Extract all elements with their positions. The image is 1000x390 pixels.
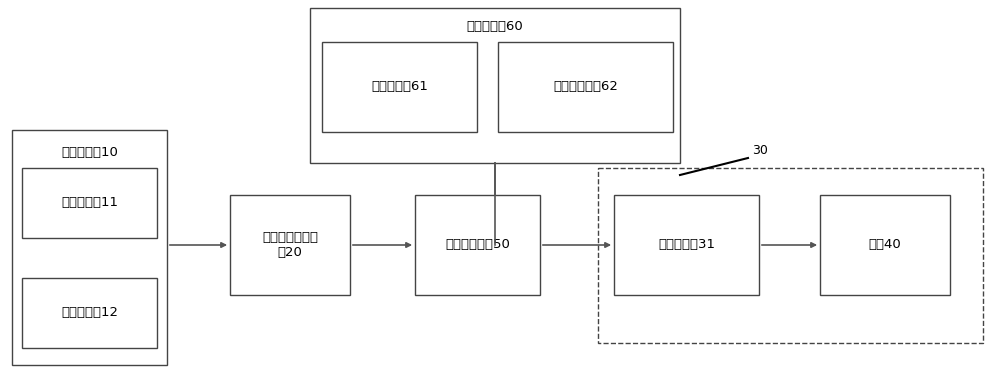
Bar (230, 195, 350, 295)
Text: 多媒体系统60: 多媒体系统60 (467, 20, 523, 32)
Text: 信号加权模块50: 信号加权模块50 (445, 239, 510, 252)
Bar (415, 195, 540, 295)
Text: 和语音提示器62: 和语音提示器62 (553, 80, 618, 94)
Text: 音箱40: 音箱40 (869, 239, 901, 252)
Bar (614, 195, 759, 295)
Bar (22, 278, 157, 348)
Bar (22, 168, 157, 238)
Bar (310, 8, 680, 163)
Text: 功放子模块31: 功放子模块31 (658, 239, 715, 252)
Text: 音乐播放器61: 音乐播放器61 (371, 80, 428, 94)
Bar (322, 42, 477, 132)
Text: 第一麦克风11: 第一麦克风11 (61, 197, 118, 209)
Bar (12, 130, 167, 365)
Text: 差分反相放大模
块20: 差分反相放大模 块20 (262, 231, 318, 259)
Bar (598, 168, 983, 343)
Text: 30: 30 (752, 144, 768, 156)
Bar (820, 195, 950, 295)
Text: 麦克风组件10: 麦克风组件10 (61, 145, 118, 158)
Bar (498, 42, 673, 132)
Text: 第二麦克风12: 第二麦克风12 (61, 307, 118, 319)
